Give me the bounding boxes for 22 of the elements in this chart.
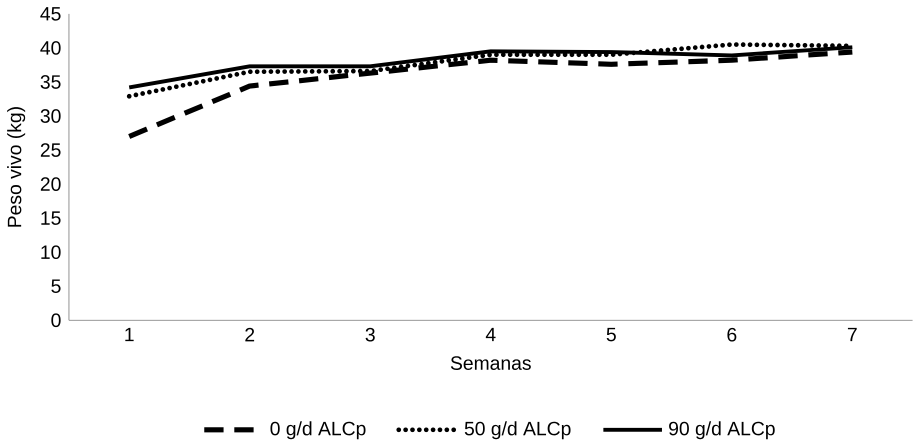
legend-label: 90 g/d ALCp bbox=[669, 421, 775, 440]
y-tick-label: 35 bbox=[40, 75, 61, 89]
x-tick-label: 4 bbox=[486, 328, 496, 342]
x-tick-label: 1 bbox=[125, 328, 134, 342]
x-axis-title: Semanas bbox=[450, 356, 531, 370]
x-tick-label: 3 bbox=[366, 328, 375, 342]
y-tick-label: 10 bbox=[41, 245, 61, 260]
x-tick-label: 7 bbox=[848, 328, 857, 342]
x-tick-label: 2 bbox=[245, 328, 254, 342]
y-tick-label: 20 bbox=[40, 177, 61, 191]
y-axis-title: Peso vivo (kg) bbox=[7, 107, 26, 227]
x-tick-label: 5 bbox=[606, 328, 616, 342]
legend-label: 0 g/d ALCp bbox=[270, 421, 366, 440]
y-tick-label: 0 bbox=[51, 313, 61, 328]
x-tick-label: 6 bbox=[727, 328, 736, 342]
y-tick-label: 25 bbox=[40, 143, 61, 157]
legend-label: 50 g/d ALCp bbox=[464, 421, 571, 440]
y-tick-label: 5 bbox=[51, 279, 61, 293]
y-tick-label: 30 bbox=[40, 109, 61, 123]
y-tick-label: 15 bbox=[41, 211, 61, 225]
y-tick-label: 40 bbox=[40, 41, 61, 55]
y-tick-label: 45 bbox=[40, 7, 61, 21]
